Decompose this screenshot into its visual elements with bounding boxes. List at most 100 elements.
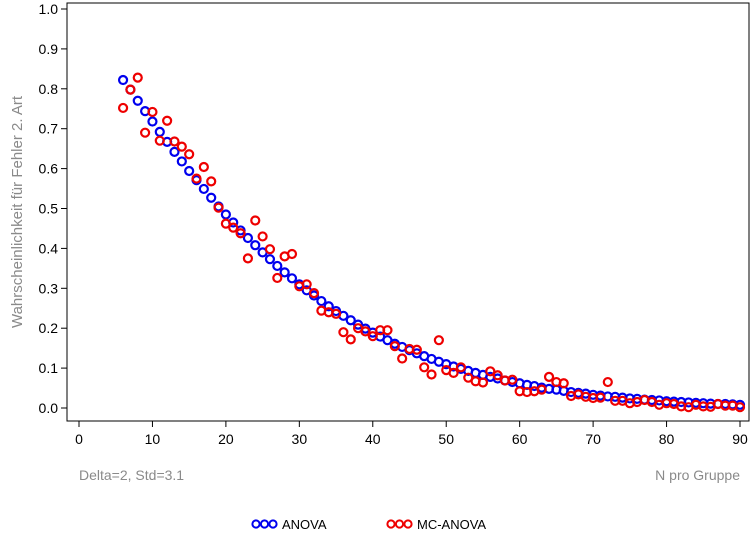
x-tick-label: 10	[145, 431, 161, 447]
data-point	[367, 331, 378, 342]
legend-label: MC-ANOVA	[417, 517, 486, 532]
data-point	[323, 301, 334, 312]
x-tick-label: 0	[75, 431, 83, 447]
series-anova	[117, 74, 746, 410]
data-point	[206, 192, 217, 203]
legend-marker	[403, 519, 413, 529]
legend-label: ANOVA	[282, 517, 327, 532]
y-axis: 0.0 0.1 0.2 0.3 0.4 0.5 0.6 0.7 0.8 0.9 1.0	[39, 1, 67, 416]
data-point	[272, 260, 283, 272]
data-point	[264, 254, 276, 265]
data-point	[154, 135, 165, 146]
data-point	[419, 362, 430, 373]
data-point	[264, 244, 276, 255]
x-tick-label: 70	[585, 431, 601, 447]
data-point	[286, 248, 298, 260]
y-axis-title: Wahrscheinlichkeit für Fehler 2. Art	[9, 95, 26, 328]
y-tick-label: 0.1	[39, 360, 59, 376]
data-point	[169, 146, 180, 157]
data-point	[117, 74, 129, 86]
y-tick-label: 0.5	[39, 201, 59, 217]
data-point	[279, 267, 290, 278]
data-point	[301, 279, 312, 290]
data-point	[492, 370, 503, 381]
data-point	[360, 326, 371, 337]
x-tick-label: 80	[659, 431, 675, 447]
data-point	[389, 341, 400, 352]
y-tick-label: 0.3	[39, 280, 59, 296]
data-point	[455, 362, 467, 373]
legend-marker	[394, 519, 405, 529]
data-point	[338, 327, 349, 338]
plot-frame-group	[66, 2, 750, 422]
y-tick-label: 0.0	[39, 400, 59, 416]
data-point	[242, 253, 254, 264]
data-point	[154, 126, 165, 137]
legend-item: ANOVA	[251, 517, 327, 532]
data-point	[250, 240, 261, 251]
data-point	[558, 378, 569, 389]
x-tick-label: 50	[438, 431, 454, 447]
legend-marker	[386, 519, 396, 529]
data-point	[477, 377, 489, 388]
data-point	[140, 127, 151, 138]
legend-item: MC-ANOVA	[386, 517, 486, 532]
data-point	[147, 106, 158, 118]
data-point	[191, 173, 202, 184]
data-point	[308, 287, 320, 299]
data-point	[220, 209, 231, 220]
y-tick-label: 0.4	[39, 240, 59, 256]
legend: ANOVA MC-ANOVA	[251, 517, 486, 532]
legend-marker	[259, 519, 270, 529]
data-point	[411, 344, 422, 355]
x-tick-label: 20	[218, 431, 234, 447]
data-point	[198, 161, 209, 173]
data-point	[485, 366, 496, 377]
data-point	[448, 367, 459, 378]
data-point	[345, 315, 356, 326]
data-point	[117, 102, 129, 114]
data-point	[184, 149, 195, 160]
x-axis: 0 10 20 30 40 50 60 70 80 90	[75, 421, 748, 447]
x-tick-label: 30	[292, 431, 308, 447]
x-tick-label: 40	[365, 431, 381, 447]
data-points	[117, 72, 746, 413]
data-point	[286, 273, 298, 284]
data-point	[257, 231, 268, 242]
data-point	[220, 218, 231, 229]
plot-frame	[66, 2, 750, 422]
data-point	[198, 183, 209, 195]
x-tick-label: 90	[732, 431, 748, 447]
data-point	[242, 232, 254, 244]
data-point	[433, 335, 444, 346]
y-tick-label: 0.2	[39, 320, 59, 336]
data-point	[206, 176, 217, 187]
data-point	[272, 272, 283, 284]
data-point	[397, 353, 408, 364]
legend-marker	[251, 519, 261, 529]
data-point	[132, 95, 143, 106]
parameter-annotation: Delta=2, Std=3.1	[79, 467, 184, 483]
data-point	[330, 308, 342, 319]
data-point	[169, 136, 180, 147]
data-point	[162, 115, 173, 126]
data-point	[536, 384, 547, 395]
data-point	[125, 84, 136, 95]
data-point	[602, 376, 613, 388]
y-tick-label: 0.7	[39, 121, 59, 137]
data-point	[250, 215, 261, 226]
data-point	[382, 325, 393, 336]
y-tick-label: 0.6	[39, 161, 59, 177]
data-point	[132, 72, 143, 83]
data-point	[213, 202, 224, 213]
data-point	[426, 369, 437, 380]
legend-marker	[268, 519, 278, 529]
data-point	[228, 222, 239, 233]
series-mc-anova	[117, 72, 746, 413]
data-point	[543, 371, 555, 382]
x-axis-title: N pro Gruppe	[655, 467, 740, 483]
x-tick-label: 60	[512, 431, 528, 447]
data-point	[184, 165, 195, 177]
data-point	[176, 141, 187, 152]
